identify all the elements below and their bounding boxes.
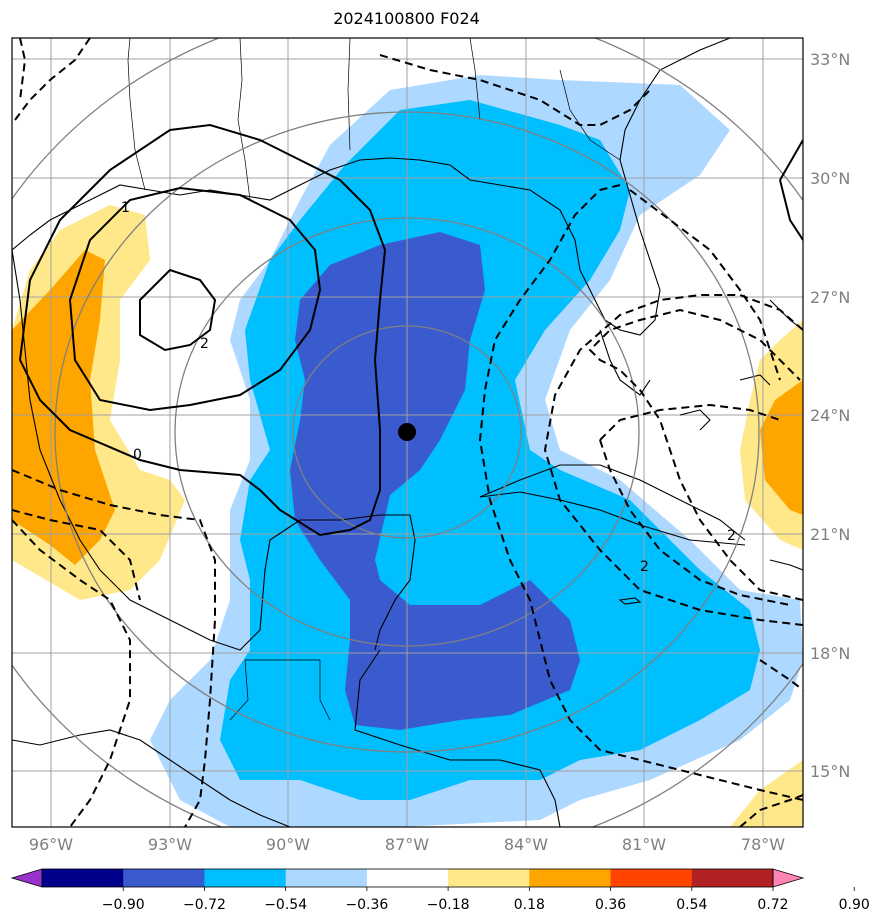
contour-labels: 1 2 0 2 2 [121,200,736,575]
shade-darkblue [290,232,580,730]
colorbar-tick-label: −0.72 [183,897,226,913]
shade-orange-east [760,380,803,515]
lat-label: 33°N [810,50,850,69]
colorbar-extend-low [10,868,43,888]
longitude-labels: 96°W 93°W 90°W 87°W 84°W 81°W 78°W [29,835,785,854]
center-marker [398,423,416,441]
map-title: 2024100800 F024 [333,9,480,28]
colorbar-tick-label: 0.72 [757,897,788,913]
range-rings [12,38,803,827]
colorbar-bin [691,869,774,887]
colorbar-tick-label: 0.54 [676,897,707,913]
colorbar-bin [285,869,368,887]
lon-label: 96°W [29,835,73,854]
lon-label: 90°W [266,835,310,854]
lon-label: 81°W [622,835,666,854]
contour-label: 1 [121,200,130,216]
lat-label: 15°N [810,762,850,781]
contour-label: 2 [727,528,736,544]
lat-lon-grid [12,38,803,827]
colorbar-extend-high [772,868,805,888]
colorbar-bin [529,869,612,887]
contour-label: 0 [133,447,142,463]
shade-orange-west [12,250,115,565]
colorbar-tick-label: −0.36 [345,897,388,913]
colorbar-bin [448,869,530,887]
contour-label: 2 [200,336,209,352]
latitude-labels: 33°N 30°N 27°N 24°N 21°N 18°N 15°N [810,50,850,781]
map-frame [11,37,804,828]
colorbar-bin [42,869,124,887]
lon-label: 84°W [504,835,548,854]
colorbar-tick-label: −0.18 [427,897,470,913]
colorbar-tick-label: 0.18 [514,897,545,913]
lat-label: 30°N [810,169,850,188]
lon-label: 87°W [385,835,429,854]
colorbar-tick-label: 0.36 [595,897,626,913]
borders [127,38,621,721]
colorbar-bin [610,869,693,887]
lon-label: 93°W [148,835,192,854]
colorbar-tick-label: 0.90 [839,897,870,913]
lat-label: 24°N [810,406,850,425]
contour-label: 2 [640,559,649,575]
colorbar-tick-label: −0.54 [264,897,307,913]
lon-label: 78°W [741,835,785,854]
colorbar: −0.90 −0.72 −0.54 −0.36 −0.18 0.18 0.36 0.54 0.7… [10,868,870,913]
colorbar-bin [204,869,287,887]
colorbar-bin [123,869,205,887]
colorbar-tick-label: −0.90 [102,897,145,913]
colorbar-bin [366,869,449,887]
colorbar-frame [41,868,774,888]
shade-yellow-southeast [730,760,803,827]
lat-label: 18°N [810,644,850,663]
shading-layer [12,75,803,827]
lat-label: 27°N [810,288,850,307]
contours-solid [18,123,803,537]
lat-label: 21°N [810,525,850,544]
contours-dashed [12,38,803,827]
